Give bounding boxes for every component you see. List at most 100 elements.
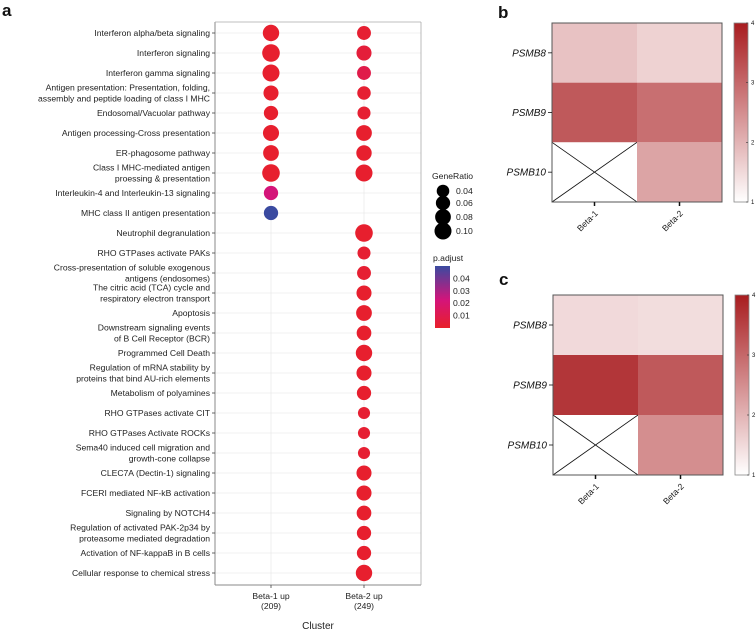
dot-point [356, 45, 372, 61]
colorbar-label: 1 [751, 200, 755, 206]
dot-point [357, 26, 371, 40]
term-label: RHO GTPases activate PAKs [97, 248, 210, 258]
legend-size-dot [435, 209, 451, 225]
legend-padjust-title: p.adjust [433, 253, 464, 263]
colorbar [734, 294, 750, 476]
legend-padjust-label: 0.03 [453, 286, 470, 296]
x-tick-label: Beta-1 up [252, 591, 289, 601]
heatmap-cell [552, 82, 637, 143]
term-label: proteasome mediated degradation [79, 534, 210, 544]
legend-generatio-title: GeneRatio [432, 171, 473, 181]
colorbar-label: 1 [752, 473, 756, 479]
heatmap-cell [637, 23, 722, 83]
dot-point [262, 64, 280, 82]
panel-a-dotplot: a Interferon alpha/beta signaling Interfer… [2, 1, 473, 632]
dot-point [262, 124, 280, 142]
column-label: Beta-1 [575, 208, 600, 233]
column-label: Beta-1 [576, 481, 601, 506]
dot-point [263, 205, 279, 221]
colorbar-label: 2 [752, 413, 756, 419]
heatmap-cell [553, 295, 638, 355]
x-tick-label: Beta-2 up [345, 591, 382, 601]
dot-point [262, 164, 280, 182]
x-tick-label: (209) [261, 601, 281, 611]
dot-point [263, 85, 279, 101]
term-label: MHC class II antigen presentation [81, 208, 210, 218]
term-label: CLEC7A (Dectin-1) signaling [101, 468, 211, 478]
colorbar-label: 4 [751, 21, 755, 27]
term-label: Programmed Cell Death [118, 348, 210, 358]
panel-c-heatmap: c PSMB8 PSMB9 PSMB10 Beta-1 Beta-2 1 2 3 4 [499, 270, 756, 506]
term-label: assembly and peptide loading of class I … [38, 94, 210, 104]
term-label: Interferon signaling [137, 48, 210, 58]
dot-point [355, 344, 373, 362]
gene-label: PSMB8 [513, 321, 547, 332]
colorbar-label: 3 [751, 81, 755, 87]
gene-label: PSMB10 [508, 441, 548, 452]
heatmap-cell [638, 355, 723, 415]
term-label: respiratory electron transport [100, 294, 210, 304]
term-label: Interferon alpha/beta signaling [94, 28, 210, 38]
heatmap-cell [553, 355, 638, 415]
term-label: Endosomal/Vacuolar pathway [97, 108, 211, 118]
dot-point [357, 426, 371, 440]
legend-size-dot [436, 184, 450, 198]
dot-point [356, 365, 372, 381]
colorbar-label: 4 [752, 293, 756, 299]
legend-size-label: 0.04 [456, 186, 473, 196]
gene-label: PSMB10 [507, 168, 547, 179]
gene-label: PSMB8 [512, 48, 546, 59]
dot-point [357, 66, 371, 80]
dot-point [357, 106, 371, 120]
na-cross-line [552, 414, 639, 476]
dot-point [356, 145, 372, 161]
x-axis-title: Cluster [302, 621, 334, 632]
legend-padjust-label: 0.02 [453, 298, 470, 308]
term-label: RHO GTPases activate CIT [104, 408, 210, 418]
gene-label: PSMB9 [512, 108, 546, 119]
term-label: Cross-presentation of soluble exogenous [54, 263, 210, 273]
term-label: ER-phagosome pathway [116, 148, 211, 158]
dot-point [357, 246, 371, 260]
panel-label: c [499, 270, 508, 289]
dot-point [263, 185, 279, 201]
legend-size-dot [434, 222, 452, 240]
legend-size-dot [435, 195, 451, 211]
term-label: Downstream signaling events [98, 323, 210, 333]
term-label: growth-cone collapse [129, 454, 210, 464]
dot-point [356, 385, 372, 401]
dot-point [356, 525, 372, 541]
colorbar-label: 3 [752, 353, 756, 359]
term-label: Interleukin-4 and Interleukin-13 signali… [55, 188, 210, 198]
legend-padjust-colorbar [435, 266, 450, 328]
term-label: RHO GTPases Activate ROCKs [89, 428, 210, 438]
dot-point [356, 545, 372, 561]
term-label: The citric acid (TCA) cycle and [93, 283, 210, 293]
heatmap-cell [637, 82, 722, 143]
term-label: proteins that bind AU-rich elements [76, 374, 210, 384]
term-label: Neutrophil degranulation [116, 228, 210, 238]
panel-label: a [2, 1, 12, 20]
dot-point [355, 564, 373, 582]
colorbar-label: 2 [751, 140, 755, 146]
legend-size-label: 0.10 [456, 226, 473, 236]
dot-point [262, 44, 280, 62]
dot-point [356, 485, 372, 501]
term-label: Cellular response to chemical stress [72, 568, 210, 578]
na-cross-line [551, 142, 638, 203]
legend-padjust-label: 0.04 [453, 273, 470, 283]
term-label: antigens (endosomes) [125, 274, 210, 284]
legend-size-label: 0.06 [456, 198, 473, 208]
dot-point [355, 164, 373, 182]
dot-point [263, 105, 279, 121]
term-label: Sema40 induced cell migration and [76, 443, 210, 453]
term-label: FCERI mediated NF-kB activation [81, 488, 210, 498]
colorbar [733, 22, 749, 203]
dot-point [357, 266, 371, 280]
term-label: Signaling by NOTCH4 [125, 508, 210, 518]
term-label: Activation of NF-kappaB in B cells [81, 548, 210, 558]
legend-size-label: 0.08 [456, 212, 473, 222]
gene-label: PSMB9 [513, 381, 547, 392]
heatmap-cell [638, 295, 723, 355]
